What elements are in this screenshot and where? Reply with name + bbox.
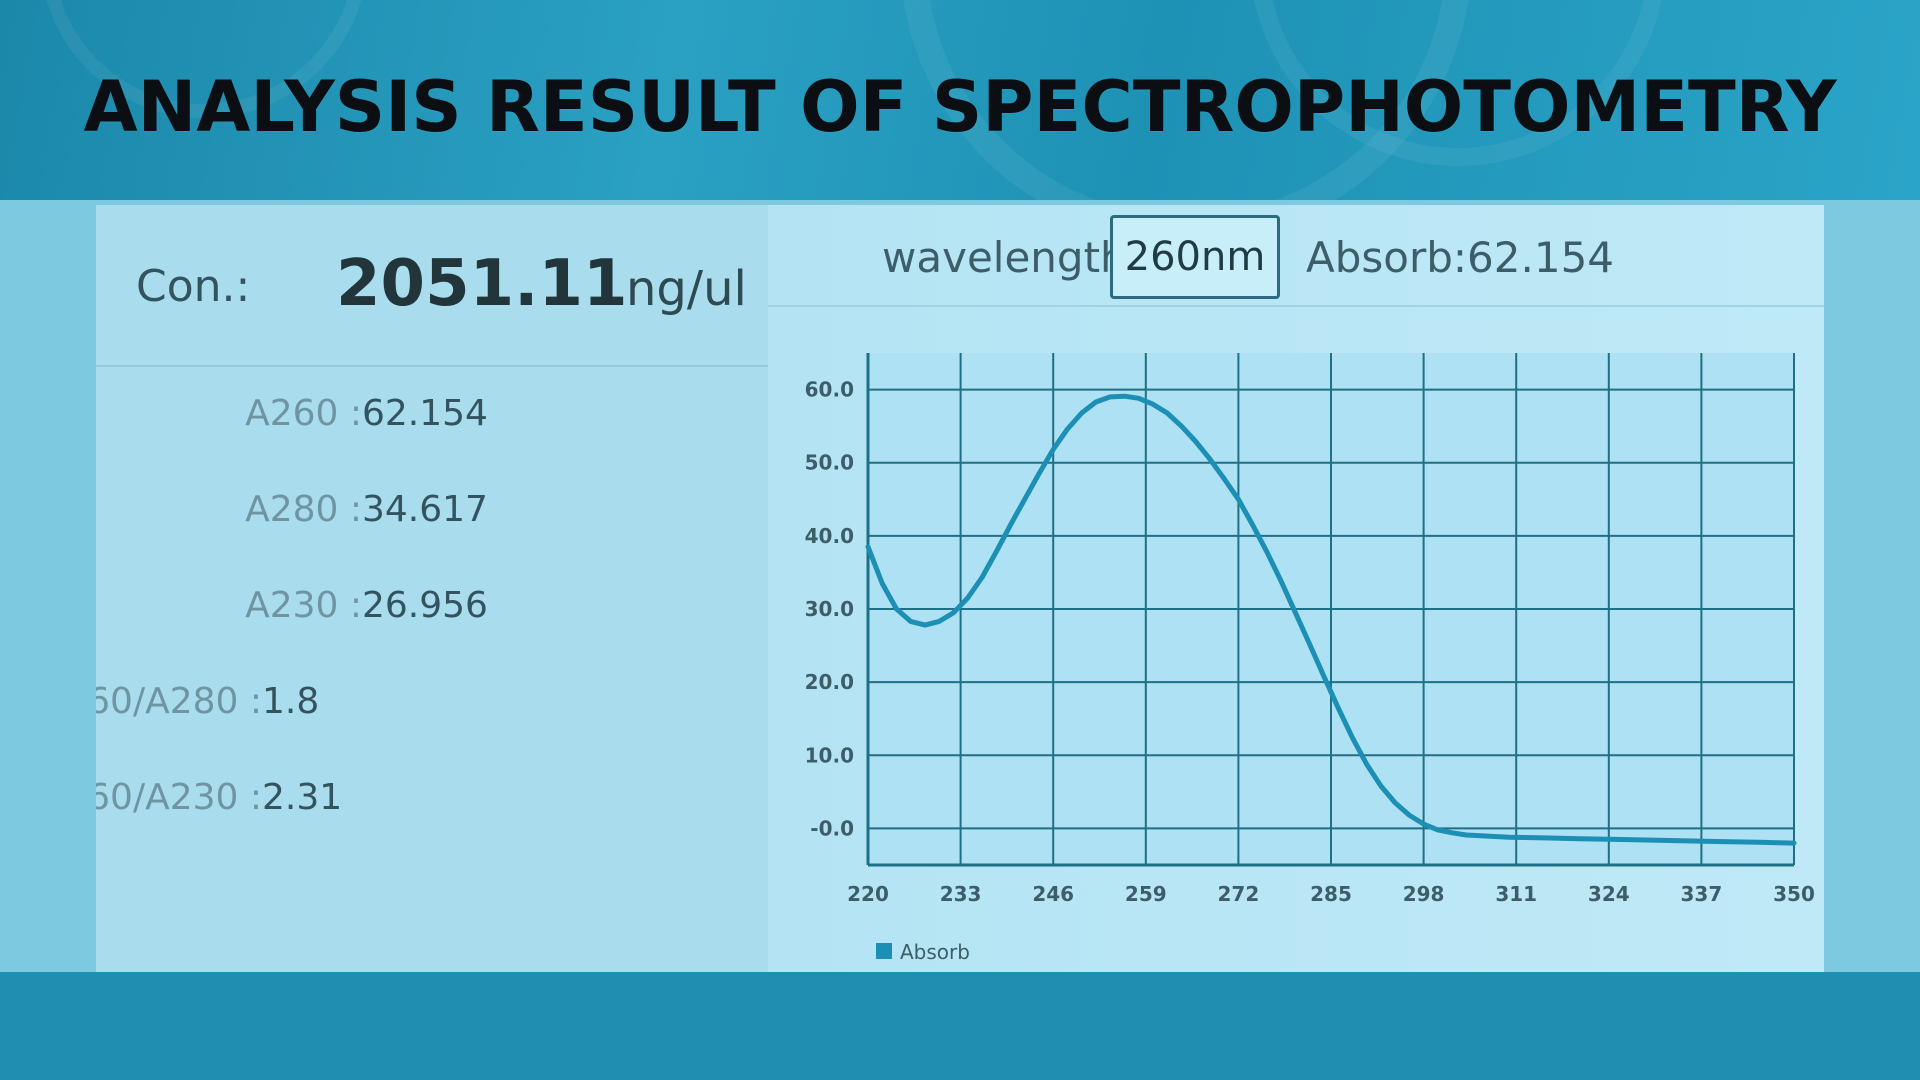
divider bbox=[768, 305, 1824, 307]
y-tick-label: 40.0 bbox=[805, 524, 854, 548]
divider bbox=[96, 365, 768, 367]
chart-legend: Absorb bbox=[876, 940, 970, 964]
y-tick-label: 10.0 bbox=[805, 743, 854, 767]
stat-row-a260: A260 : 62.154 bbox=[96, 393, 696, 443]
stat-label: A230 : bbox=[245, 585, 362, 626]
chart-grid bbox=[866, 353, 1795, 867]
x-tick-label: 324 bbox=[1588, 882, 1630, 906]
stat-row-a260-a230: A260/A230 : 2.31 bbox=[96, 777, 596, 827]
absorb-readout: Absorb:62.154 bbox=[1306, 233, 1615, 282]
stat-value: 34.617 bbox=[362, 489, 488, 530]
stat-value: 62.154 bbox=[362, 393, 488, 434]
x-tick-label: 220 bbox=[847, 882, 889, 906]
legend-swatch-absorb bbox=[876, 943, 892, 959]
results-pane: Con.: 2051.11 ng/ul A260 : 62.154 A280 :… bbox=[96, 205, 768, 972]
y-tick-label: 30.0 bbox=[805, 597, 854, 621]
x-tick-label: 298 bbox=[1403, 882, 1445, 906]
stat-label: A260/A230 : bbox=[96, 777, 262, 818]
x-tick-label: 285 bbox=[1310, 882, 1352, 906]
x-tick-label: 259 bbox=[1125, 882, 1167, 906]
title-banner: ANALYSIS RESULT OF SPECTROPHOTOMETRY bbox=[0, 0, 1920, 200]
y-tick-label: 60.0 bbox=[805, 378, 854, 402]
x-tick-label: 350 bbox=[1773, 882, 1815, 906]
x-tick-label: 337 bbox=[1681, 882, 1723, 906]
stat-label: A260/A280 : bbox=[96, 681, 262, 722]
legend-label-absorb: Absorb bbox=[900, 940, 970, 964]
concentration-label: Con.: bbox=[136, 261, 251, 312]
absorbance-chart: 60.0 50.0 40.0 30.0 20.0 10.0 -0.0 220 233 246 25… bbox=[805, 353, 1815, 964]
stat-value: 26.956 bbox=[362, 585, 488, 626]
x-axis: 220 233 246 259 272 285 298 311 324 337 350 bbox=[847, 882, 1815, 906]
concentration-unit: ng/ul bbox=[626, 261, 747, 317]
stat-row-a260-a280: A260/A280 : 1.8 bbox=[96, 681, 596, 731]
wavelength-input[interactable]: 260nm bbox=[1110, 215, 1280, 299]
y-tick-label: 50.0 bbox=[805, 451, 854, 475]
stat-row-a230: A230 : 26.956 bbox=[96, 585, 696, 635]
instrument-screen: Con.: 2051.11 ng/ul A260 : 62.154 A280 :… bbox=[96, 205, 1824, 972]
stat-label: A260 : bbox=[245, 393, 362, 434]
x-tick-label: 246 bbox=[1032, 882, 1074, 906]
x-tick-label: 311 bbox=[1495, 882, 1537, 906]
wavelength-label: wavelength: bbox=[882, 233, 1141, 282]
x-tick-label: 272 bbox=[1218, 882, 1260, 906]
stat-label: A280 : bbox=[245, 489, 362, 530]
stat-value: 2.31 bbox=[262, 777, 343, 818]
concentration-value: 2051.11 bbox=[336, 247, 628, 321]
spectrum-pane: wavelength: 260nm Absorb:62.154 60.0 50.0… bbox=[768, 205, 1824, 972]
stat-value: 1.8 bbox=[262, 681, 320, 722]
y-axis: 60.0 50.0 40.0 30.0 20.0 10.0 -0.0 bbox=[805, 378, 854, 841]
series-line-absorb bbox=[865, 393, 1797, 846]
page-title: ANALYSIS RESULT OF SPECTROPHOTOMETRY bbox=[83, 66, 1837, 148]
y-tick-label: -0.0 bbox=[810, 816, 854, 840]
stat-row-a280: A280 : 34.617 bbox=[96, 489, 696, 539]
y-tick-label: 20.0 bbox=[805, 670, 854, 694]
wavelength-value: 260nm bbox=[1124, 234, 1266, 280]
x-tick-label: 233 bbox=[940, 882, 982, 906]
concentration-row: Con.: 2051.11 ng/ul bbox=[136, 235, 756, 335]
